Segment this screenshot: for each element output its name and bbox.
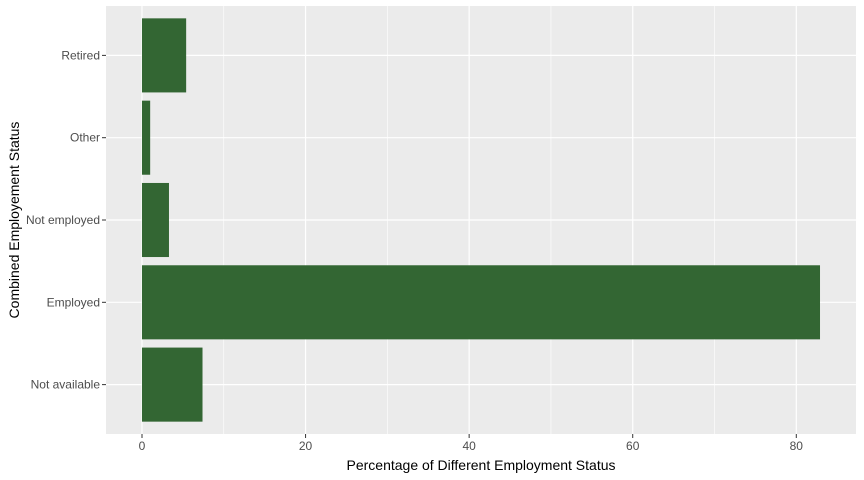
bar-not-employed — [141, 182, 169, 258]
y-tick-label: Retired — [61, 48, 100, 62]
y-axis-title: Combined Employement Status — [6, 122, 22, 319]
y-axis-ticks: Not available Employed Not employed Other Re… — [26, 48, 106, 392]
y-tick-label: Not available — [31, 378, 101, 392]
bars — [141, 18, 821, 422]
bar-retired — [141, 18, 187, 93]
x-tick-label: 40 — [462, 439, 476, 453]
x-tick-label: 60 — [626, 439, 640, 453]
x-axis-title: Percentage of Different Employment Statu… — [347, 457, 616, 473]
y-tick-label: Not employed — [26, 213, 100, 227]
bar-not-available — [141, 347, 203, 422]
y-tick-label: Employed — [47, 295, 100, 309]
x-axis-ticks: 0 20 40 60 80 — [139, 434, 804, 453]
x-tick-label: 80 — [790, 439, 804, 453]
x-tick-label: 20 — [299, 439, 313, 453]
bar-employed — [141, 265, 821, 340]
x-tick-label: 0 — [139, 439, 146, 453]
bar-other — [141, 100, 151, 175]
y-tick-label: Other — [70, 131, 100, 145]
